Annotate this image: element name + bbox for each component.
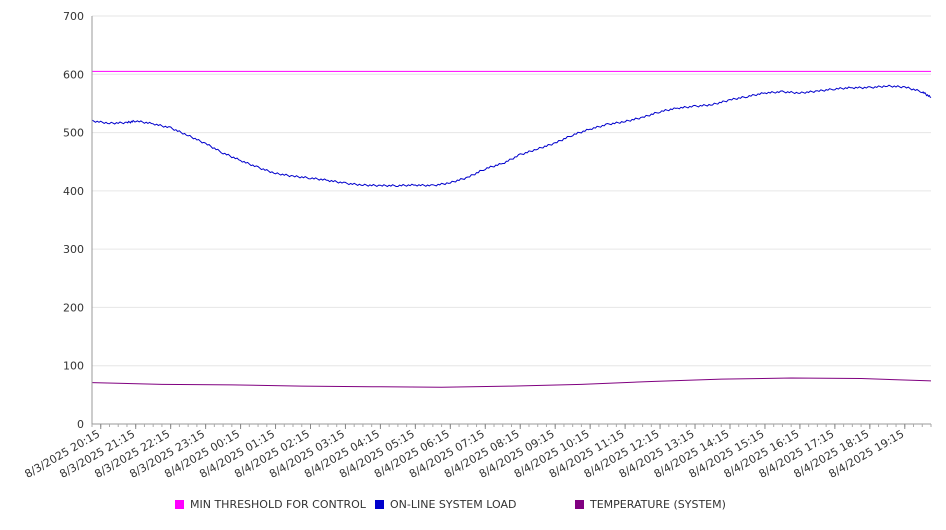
- y-tick-label: 500: [63, 127, 84, 140]
- y-tick-label: 700: [63, 10, 84, 23]
- legend-swatch-temperature: [575, 500, 584, 509]
- y-tick-label: 600: [63, 68, 84, 81]
- legend-swatch-system-load: [375, 500, 384, 509]
- legend-item-system-load[interactable]: ON-LINE SYSTEM LOAD: [375, 498, 516, 511]
- legend-item-min-threshold[interactable]: MIN THRESHOLD FOR CONTROL: [175, 498, 366, 511]
- y-tick-label: 400: [63, 185, 84, 198]
- legend-label-system-load: ON-LINE SYSTEM LOAD: [390, 498, 517, 511]
- series-line-on-line-system-load[interactable]: [91, 84, 932, 188]
- legend-label-min-threshold: MIN THRESHOLD FOR CONTROL: [190, 498, 366, 511]
- series-line-temperature-system[interactable]: [91, 377, 932, 388]
- legend-label-temperature: TEMPERATURE (SYSTEM): [590, 498, 726, 511]
- grid: [92, 15, 931, 425]
- y-tick-label: 0: [77, 418, 84, 431]
- y-tick-label: 100: [63, 360, 84, 373]
- series-layer: [91, 70, 932, 388]
- y-tick-label: 300: [63, 243, 84, 256]
- y-tick-label: 200: [63, 301, 84, 314]
- legend-swatch-min-threshold: [175, 500, 184, 509]
- legend-item-temperature[interactable]: TEMPERATURE (SYSTEM): [575, 498, 726, 511]
- legend: MIN THRESHOLD FOR CONTROL ON-LINE SYSTEM…: [0, 498, 946, 514]
